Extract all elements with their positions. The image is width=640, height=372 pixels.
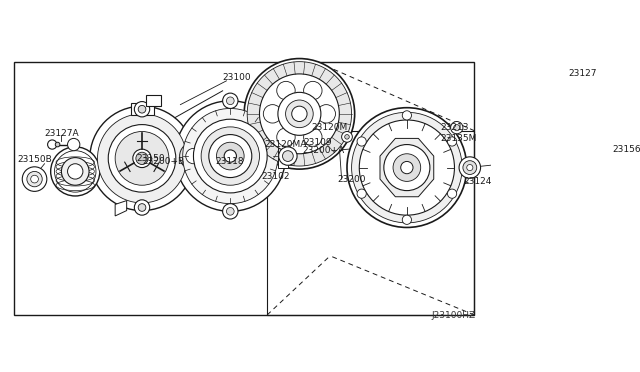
Circle shape: [342, 131, 353, 142]
Circle shape: [447, 137, 457, 146]
Circle shape: [223, 93, 238, 109]
Circle shape: [454, 125, 460, 131]
Polygon shape: [146, 95, 161, 106]
Text: 23150B: 23150B: [17, 155, 52, 164]
Circle shape: [31, 175, 38, 183]
Circle shape: [244, 58, 355, 169]
Circle shape: [27, 171, 42, 187]
Circle shape: [276, 128, 295, 146]
Circle shape: [347, 108, 467, 227]
Text: 23127: 23127: [568, 70, 596, 78]
Text: 23109: 23109: [303, 138, 332, 147]
Circle shape: [134, 200, 150, 215]
Bar: [267, 131, 474, 315]
Circle shape: [201, 127, 259, 185]
Circle shape: [115, 131, 169, 185]
Circle shape: [278, 147, 297, 165]
Circle shape: [278, 92, 321, 135]
Circle shape: [357, 137, 366, 146]
Text: 23102: 23102: [261, 172, 289, 181]
Text: 23124: 23124: [463, 177, 492, 186]
Circle shape: [393, 154, 420, 182]
Circle shape: [108, 125, 176, 192]
Bar: [14, 62, 474, 315]
Circle shape: [403, 111, 412, 120]
Circle shape: [463, 161, 477, 174]
Circle shape: [351, 112, 462, 223]
Circle shape: [292, 106, 307, 122]
Circle shape: [68, 138, 80, 151]
Circle shape: [51, 147, 100, 196]
Text: 23135M: 23135M: [440, 134, 476, 143]
Text: 23100: 23100: [223, 73, 252, 82]
Circle shape: [138, 105, 146, 113]
Circle shape: [175, 101, 285, 211]
Text: J23100HZ: J23100HZ: [432, 311, 476, 320]
Circle shape: [401, 161, 413, 174]
Circle shape: [223, 203, 238, 219]
Circle shape: [134, 102, 150, 117]
Circle shape: [459, 157, 481, 178]
Circle shape: [447, 189, 457, 198]
Circle shape: [384, 145, 430, 190]
Text: 23200+B: 23200+B: [142, 157, 184, 166]
Text: 23120MA: 23120MA: [265, 140, 307, 149]
Circle shape: [216, 142, 244, 170]
Circle shape: [90, 106, 194, 211]
Text: 23118: 23118: [215, 157, 244, 166]
Polygon shape: [380, 138, 434, 197]
Circle shape: [303, 128, 322, 146]
Text: 23150: 23150: [137, 154, 165, 163]
Circle shape: [285, 100, 313, 128]
Text: 23127A: 23127A: [45, 129, 79, 138]
Circle shape: [276, 81, 295, 100]
Circle shape: [186, 148, 201, 164]
Text: 23200: 23200: [338, 174, 366, 184]
Polygon shape: [115, 201, 127, 216]
Circle shape: [224, 150, 236, 162]
Circle shape: [227, 208, 234, 215]
Circle shape: [259, 74, 339, 154]
Circle shape: [193, 119, 267, 193]
Circle shape: [55, 142, 60, 147]
Circle shape: [54, 151, 96, 192]
Circle shape: [467, 164, 473, 171]
Circle shape: [359, 120, 454, 215]
Circle shape: [357, 189, 366, 198]
Circle shape: [61, 158, 89, 185]
Circle shape: [247, 62, 351, 166]
Circle shape: [133, 149, 151, 167]
Text: 23120M: 23120M: [311, 123, 347, 132]
Polygon shape: [278, 145, 288, 167]
Text: 23213: 23213: [440, 123, 468, 132]
Circle shape: [182, 109, 278, 203]
Polygon shape: [177, 133, 211, 179]
Circle shape: [22, 167, 47, 191]
Circle shape: [209, 135, 252, 177]
Circle shape: [136, 152, 148, 164]
Circle shape: [138, 203, 146, 211]
Circle shape: [303, 81, 322, 100]
Circle shape: [282, 151, 293, 161]
Circle shape: [345, 135, 349, 139]
Circle shape: [227, 97, 234, 105]
Circle shape: [47, 140, 57, 149]
Circle shape: [68, 164, 83, 179]
Circle shape: [317, 105, 335, 123]
Circle shape: [403, 215, 412, 224]
Text: 23200+A: 23200+A: [303, 146, 344, 155]
Circle shape: [451, 122, 463, 134]
Text: 23156: 23156: [612, 145, 640, 154]
Polygon shape: [131, 103, 154, 115]
Circle shape: [263, 105, 282, 123]
Circle shape: [97, 114, 186, 203]
Circle shape: [180, 142, 207, 170]
